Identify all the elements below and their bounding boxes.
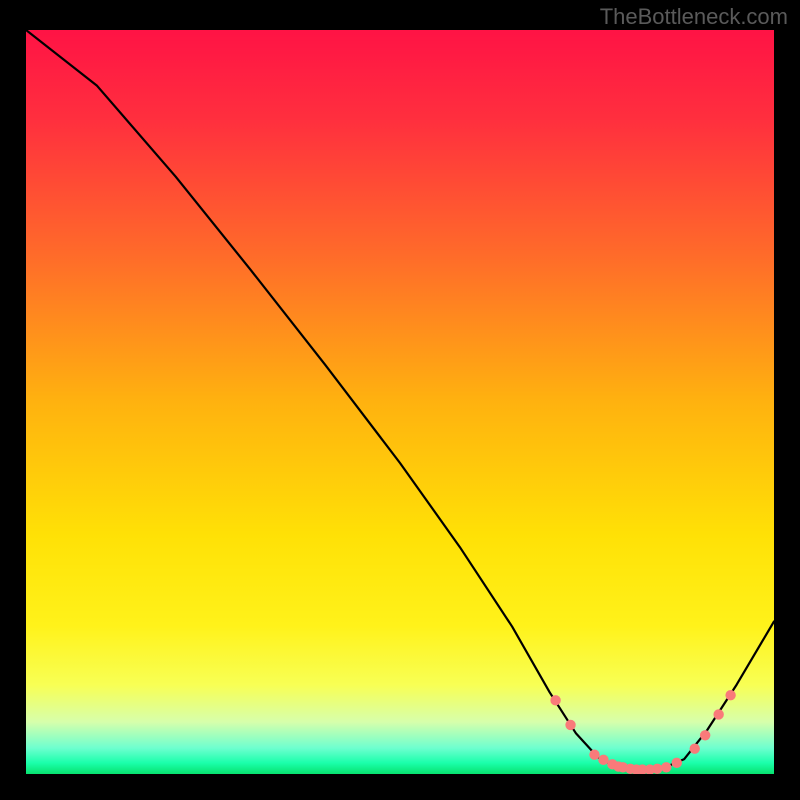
plot-area bbox=[26, 30, 774, 774]
watermark-text: TheBottleneck.com bbox=[600, 4, 788, 30]
gradient-background bbox=[26, 30, 774, 774]
chart-container: TheBottleneck.com bbox=[0, 0, 800, 800]
